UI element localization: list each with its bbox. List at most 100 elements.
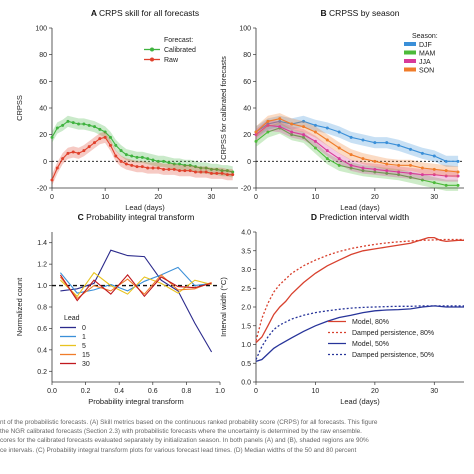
data-point [225, 169, 229, 173]
x-axis-label: Lead (days) [125, 203, 165, 212]
legend-label: 15 [82, 352, 90, 359]
data-point [156, 166, 160, 170]
data-point [71, 121, 75, 125]
legend-marker [150, 57, 154, 62]
data-point [373, 170, 377, 174]
legend-label: Damped persistence, 50% [352, 352, 434, 359]
y-tick-label: 2.0 [241, 305, 251, 312]
x-tick-label: 10 [101, 194, 109, 201]
data-point [98, 127, 102, 131]
x-tick-label: 0 [50, 194, 54, 201]
x-tick-label: 0.4 [114, 388, 124, 395]
data-point [325, 138, 329, 142]
data-point [385, 162, 389, 166]
data-point [193, 165, 197, 169]
data-point [432, 154, 436, 158]
data-point [373, 167, 377, 171]
data-point [178, 169, 182, 173]
data-point [108, 135, 112, 139]
data-point [302, 125, 306, 129]
data-point [199, 166, 203, 170]
data-point [349, 153, 353, 157]
confidence-band [52, 131, 233, 186]
data-point [409, 175, 413, 179]
series-line [255, 305, 464, 363]
legend-label: Calibrated [164, 47, 196, 54]
legend-label: DJF [419, 42, 432, 49]
data-point [266, 119, 270, 123]
panel-c: C Probability integral transform 0.2 0.4 0.… [15, 212, 225, 406]
data-point [183, 169, 187, 173]
x-tick-label: 10 [312, 388, 320, 395]
y-tick-label: 0 [43, 159, 47, 166]
panel-title-text: Prediction interval width [319, 212, 409, 222]
data-point [209, 167, 213, 171]
data-point [278, 119, 282, 123]
data-point [325, 157, 329, 161]
panel-letter: A [91, 8, 99, 18]
legend-label: JJA [419, 59, 431, 66]
data-point [432, 181, 436, 185]
y-tick-label: 4.0 [241, 230, 251, 237]
legend-swatch [404, 59, 416, 63]
data-point [420, 166, 424, 170]
y-tick-label: 40 [243, 106, 251, 113]
data-point [444, 169, 448, 173]
y-tick-label: 1.2 [37, 262, 47, 269]
y-tick-label: 0.5 [241, 361, 251, 368]
data-point [373, 159, 377, 163]
x-tick-label: 0.6 [148, 388, 158, 395]
y-tick-label: 60 [243, 79, 251, 86]
data-point [397, 173, 401, 177]
figure-caption: nt of the probabilistic forecasts. (A) S… [0, 418, 474, 474]
data-point [254, 130, 258, 134]
data-point [432, 167, 436, 171]
data-point [167, 161, 171, 165]
y-tick-label: 0.8 [37, 305, 47, 312]
legend-marker [150, 47, 154, 52]
data-point [87, 145, 91, 149]
data-point [66, 119, 70, 123]
y-tick-label: 1.5 [241, 323, 251, 330]
legend-label: MAM [419, 51, 436, 58]
legend-title: Lead [64, 315, 80, 322]
panel-d: D Prediction interval width 0.0 0.5 1.0 1.5 2… [219, 212, 464, 406]
data-point [409, 163, 413, 167]
data-point [50, 135, 54, 139]
confidence-band [256, 115, 459, 167]
data-point [114, 143, 118, 147]
y-tick-label: 100 [239, 26, 251, 33]
legend: Model, 80% Damped persistence, 80% Model, … [328, 319, 434, 359]
data-point [124, 162, 128, 166]
legend-swatch [404, 50, 416, 55]
data-point [82, 122, 86, 126]
caption-line: the NGR calibrated forecasts (Section 2.… [0, 428, 362, 436]
data-point [77, 122, 81, 126]
y-tick-label: -20 [37, 186, 47, 193]
legend-swatch [404, 42, 416, 46]
data-point [204, 166, 208, 170]
legend-label: Model, 80% [352, 319, 389, 326]
data-point [456, 174, 460, 178]
data-point [215, 167, 219, 171]
data-point [385, 169, 389, 173]
data-point [313, 146, 317, 150]
y-tick-label: 3.5 [241, 248, 251, 255]
x-tick-label: 0.2 [81, 388, 91, 395]
data-point [385, 171, 389, 175]
data-point [337, 146, 341, 150]
data-point [98, 137, 102, 141]
data-point [103, 130, 107, 134]
data-point [420, 173, 424, 177]
panel-title: D Prediction interval width [311, 212, 410, 222]
data-point [420, 178, 424, 182]
caption-line: nt of the probabilistic forecasts. (A) S… [0, 419, 378, 426]
data-point [61, 157, 65, 161]
data-point [432, 173, 436, 177]
y-tick-label: 20 [39, 132, 47, 139]
data-point [290, 133, 294, 137]
panel-title-text: CRPS skill for all forecasts [99, 8, 199, 18]
panel-letter: C [78, 212, 87, 222]
x-tick-label: 1.0 [215, 388, 225, 395]
data-point [361, 166, 365, 170]
